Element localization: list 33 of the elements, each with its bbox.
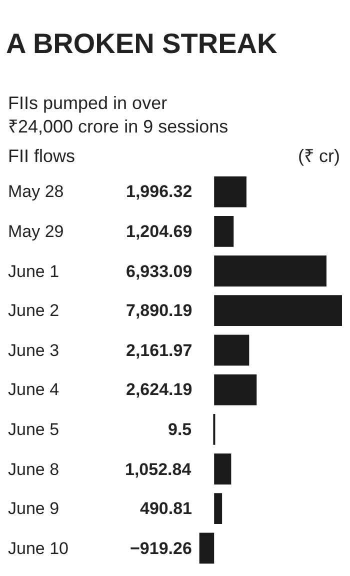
- data-label: 6,933.09: [126, 262, 192, 281]
- y-tick-label: June 8: [8, 460, 60, 479]
- data-label: 2,624.19: [126, 380, 192, 399]
- bar: [214, 216, 234, 247]
- bar: [214, 256, 326, 286]
- bar: [214, 334, 250, 366]
- chart-subtitle: FIIs pumped in over ₹24,000 crore in 9 sessions: [8, 93, 228, 136]
- y-tick-label: June 3: [8, 341, 60, 360]
- data-label: 1,204.69: [126, 222, 192, 241]
- data-label: 1,996.32: [126, 182, 192, 201]
- y-tick-label: June 4: [8, 380, 60, 399]
- text: FII flows: [8, 146, 76, 166]
- data-label: 9.5: [168, 420, 192, 439]
- y-tick-label: June 9: [8, 499, 60, 518]
- y-tick-label: June 1: [8, 262, 60, 281]
- y-tick-label: May 29: [8, 222, 64, 241]
- text: (₹ cr): [298, 146, 340, 166]
- data-label: −919.26: [130, 539, 192, 558]
- y-tick-label: June 2: [8, 301, 60, 320]
- bar: [214, 176, 246, 208]
- data-label: 1,052.84: [125, 460, 192, 479]
- y-tick-label: June 5: [8, 420, 60, 439]
- y-tick-label: May 28: [8, 182, 64, 201]
- data-label: 7,890.19: [126, 301, 192, 320]
- chart-title: A BROKEN STREAK: [6, 28, 278, 60]
- bar: [214, 295, 342, 326]
- y-tick-label: June 10: [8, 539, 68, 558]
- bar: [214, 374, 257, 406]
- bar: [199, 532, 214, 564]
- data-label: 2,161.97: [126, 341, 192, 360]
- bar: [214, 493, 222, 524]
- data-label: 490.81: [140, 499, 192, 518]
- bar: [214, 454, 232, 484]
